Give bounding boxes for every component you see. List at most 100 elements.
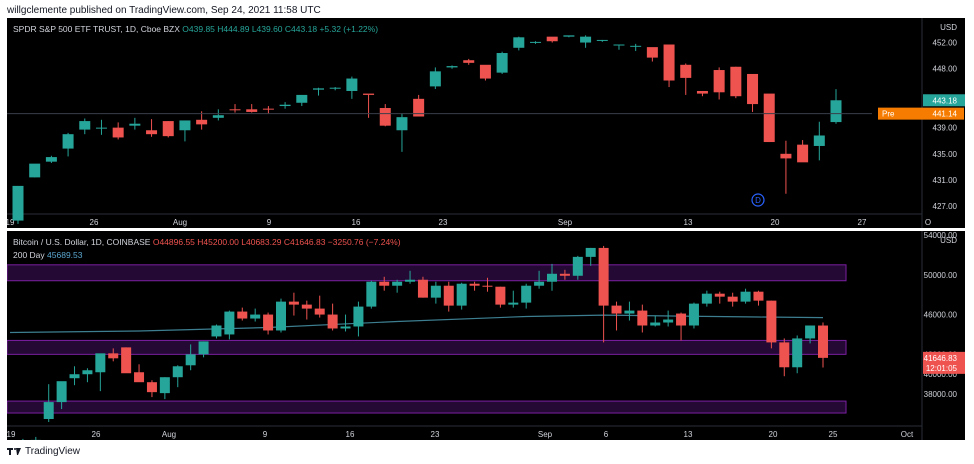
candle-body [613, 44, 625, 46]
last-price-box [923, 351, 965, 374]
y-tick-label: 50000.00 [924, 271, 958, 280]
candle-body [624, 310, 635, 314]
candle-body [312, 88, 324, 90]
candle-body [740, 291, 751, 302]
x-tick-label: 27 [858, 218, 867, 227]
y-tick-label: 40000.00 [924, 370, 958, 379]
candle-body [611, 305, 622, 314]
candle-body [56, 381, 67, 403]
candle-body [229, 109, 241, 111]
candle-body [196, 119, 208, 125]
candle-body [650, 322, 661, 326]
dividend-marker-label: D [755, 196, 761, 205]
x-tick-label: 26 [92, 430, 101, 439]
candle-body [396, 117, 408, 131]
candle-body [753, 291, 764, 301]
spy-close: C443.18 [284, 24, 318, 34]
tradingview-logo-icon [7, 447, 21, 456]
candle-body [663, 44, 675, 81]
candle-body [82, 370, 93, 375]
candle-body [830, 100, 842, 123]
candle-body [366, 281, 377, 307]
spy-open: O439.85 [182, 24, 215, 34]
spy-change: +5.32 (+1.22%) [319, 24, 379, 34]
candle-body [663, 319, 674, 323]
candle-body [224, 311, 235, 335]
candle-body [314, 308, 325, 315]
x-tick-label: 6 [604, 430, 609, 439]
btc-symbol: Bitcoin / U.S. Dollar, 1D, COINBASE [13, 237, 151, 247]
candle-body [797, 144, 809, 163]
candle-body [250, 314, 261, 319]
candle-body [43, 402, 54, 419]
candle-body [379, 108, 391, 126]
y-tick-label: 38000.00 [924, 390, 958, 399]
btc-legend: Bitcoin / U.S. Dollar, 1D, COINBASE O448… [13, 237, 401, 247]
candle-body [346, 78, 358, 91]
x-tick-label: Sep [558, 218, 573, 227]
x-tick-label: 26 [90, 218, 99, 227]
currency-label: USD [940, 236, 957, 245]
x-tick-label: 9 [263, 430, 268, 439]
x-tick-label: 19 [7, 430, 16, 439]
y-tick-label: 431.00 [933, 176, 958, 185]
candle-body [580, 36, 592, 43]
ma-200-line [9, 314, 824, 334]
candle-body [572, 256, 583, 276]
candle-body [780, 153, 792, 159]
candle-body [792, 338, 803, 368]
candle-body [29, 163, 41, 178]
candle-body [146, 130, 158, 135]
candle-body [62, 134, 74, 149]
candle-body [818, 325, 828, 358]
spy-high: H444.89 [217, 24, 250, 34]
btc-close: C41646.83 [283, 237, 326, 247]
btc-high: H45200.00 [197, 237, 239, 247]
candle-body [779, 342, 790, 368]
candle-body [469, 283, 480, 286]
spy-chart-panel[interactable]: 452.00448.00443.00439.00435.00431.00427.… [7, 18, 965, 228]
candle-body [246, 109, 258, 112]
candle-body [559, 273, 570, 276]
y-tick-label: 452.00 [933, 39, 958, 48]
candle-body [79, 121, 91, 130]
candle-body [508, 302, 519, 305]
candle-body [108, 353, 119, 359]
candle-body [263, 314, 274, 331]
candle-body [69, 374, 80, 379]
candle-body [713, 70, 725, 93]
candle-body [766, 300, 777, 343]
btc-indicator-legend: 200 Day 45689.53 [13, 250, 83, 260]
y-tick-label: 54000.00 [924, 231, 958, 240]
btc-chart-panel[interactable]: 54000.0050000.0046000.0042000.0040000.00… [7, 231, 965, 440]
candle-body [701, 293, 712, 304]
pre-price-box [878, 107, 964, 120]
candle-body [463, 60, 475, 63]
x-tick-label: Sep [538, 430, 553, 439]
candle-body [121, 347, 132, 374]
candle-body [521, 285, 532, 303]
publish-info: willgclemente published on TradingView.c… [7, 5, 321, 16]
candle-body [446, 66, 458, 68]
candle-body [680, 64, 692, 78]
y-tick-label: 46000.00 [924, 311, 958, 320]
candle-body [495, 286, 506, 305]
x-tick-label: O [925, 218, 931, 227]
candle-body [688, 303, 699, 326]
candle-body [596, 39, 608, 41]
dividend-marker-icon [751, 193, 765, 207]
candle-body [237, 311, 248, 319]
candle-body [296, 94, 308, 103]
candle-body [172, 366, 183, 378]
candle-body [353, 306, 364, 327]
spy-legend: SPDR S&P 500 ETF TRUST, 1D, Cboe BZX O43… [13, 24, 378, 34]
candle-body [763, 93, 775, 143]
candle-body [443, 285, 454, 306]
price-zone [7, 400, 847, 414]
candle-body [456, 283, 467, 306]
spy-low: L439.60 [251, 24, 283, 34]
candle-body [676, 313, 687, 326]
footer: TradingView [7, 446, 80, 457]
candle-body [159, 377, 170, 394]
candle-body [637, 310, 648, 326]
